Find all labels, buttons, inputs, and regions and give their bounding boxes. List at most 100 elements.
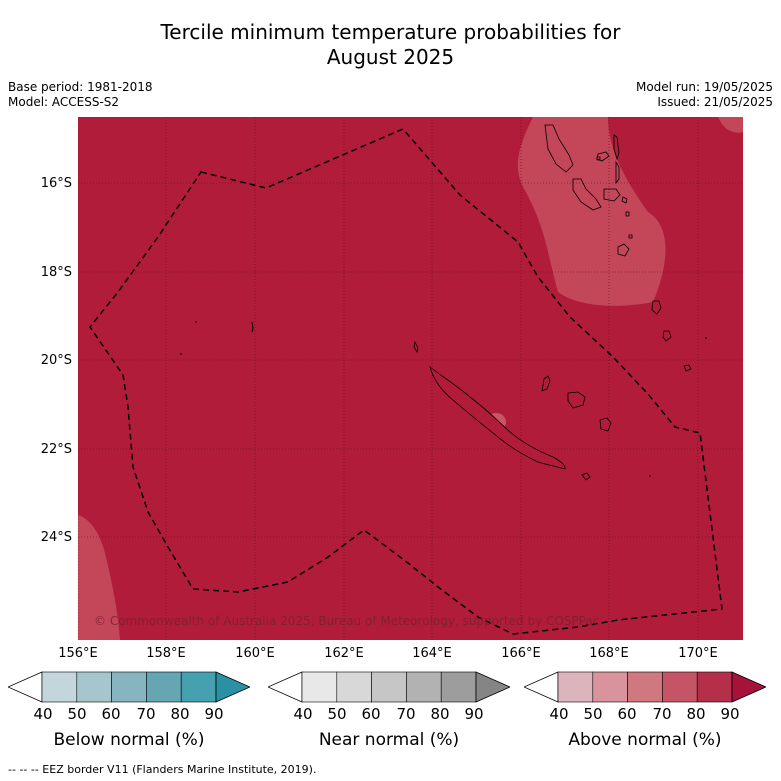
lighter-patch-northeast [517, 117, 666, 306]
cbar0-tick-50: 50 [67, 705, 87, 723]
erromango-island [651, 300, 662, 315]
lon-label-162e: 162°E [324, 646, 364, 661]
colorbar-swatch [301, 671, 338, 703]
lat-label-20s: 20°S [40, 353, 72, 368]
new-caledonia-island [429, 365, 566, 470]
isle-of-pines [581, 472, 591, 481]
cbar-title-below-normal: Below normal (%) [53, 730, 205, 750]
mare-island [599, 417, 612, 432]
lat-label-24s: 24°S [40, 530, 72, 545]
cbar0-tick-70: 70 [136, 705, 156, 723]
graticule [78, 117, 743, 640]
eez-border [89, 128, 723, 635]
cbar0-tick-90: 90 [204, 705, 224, 723]
cbar1-tick-50: 50 [327, 705, 347, 723]
colorbar-swatch [440, 671, 477, 703]
reef-dot [180, 353, 182, 355]
lon-label-168e: 168°E [589, 646, 629, 661]
meta-left: Base period: 1981-2018 Model: ACCESS-S2 [8, 80, 153, 110]
colorbar-swatch [627, 671, 663, 703]
colorbar-swatch [146, 671, 182, 703]
cbar0-tick-40: 40 [33, 705, 53, 723]
title-line-2: August 2025 [326, 45, 455, 69]
epi-island [603, 188, 621, 202]
colorbar-swatch [662, 671, 698, 703]
colorbar-swatch [696, 671, 733, 703]
colorbar-swatch [180, 671, 217, 703]
efate-island [617, 243, 630, 257]
base-period: Base period: 1981-2018 [8, 80, 153, 94]
issued-date: Issued: 21/05/2025 [657, 95, 773, 109]
lon-label-158e: 158°E [146, 646, 186, 661]
model-run: Model run: 19/05/2025 [635, 80, 773, 94]
colorbar-max-extension [475, 671, 510, 703]
cbar2-tick-70: 70 [652, 705, 672, 723]
colorbar-swatch [41, 671, 78, 703]
pentecost-island [615, 160, 620, 185]
cbar1-tick-40: 40 [293, 705, 313, 723]
colorbar-above-normal [524, 670, 766, 704]
banks-islands [596, 156, 633, 239]
cbar0-tick-60: 60 [101, 705, 121, 723]
cbar2-tick-40: 40 [549, 705, 569, 723]
cbar1-tick-90: 90 [464, 705, 484, 723]
reef-dot [649, 475, 651, 477]
colorbar-below-normal [8, 670, 250, 704]
title-line-1: Tercile minimum temperature probabilitie… [160, 20, 621, 44]
lat-label-22s: 22°S [40, 442, 72, 457]
lon-label-166e: 166°E [501, 646, 541, 661]
chesterfield-reefs [251, 321, 254, 333]
colorbar-swatch [371, 671, 407, 703]
colorbar-near-normal [268, 670, 510, 704]
colorbar-min-extension [8, 671, 43, 703]
cbar2-tick-50: 50 [583, 705, 603, 723]
colorbar-swatch [111, 671, 147, 703]
colorbar-swatch [76, 671, 112, 703]
reef-dot [195, 321, 197, 323]
cbar1-tick-80: 80 [430, 705, 450, 723]
cbar2-tick-90: 90 [720, 705, 740, 723]
cbar-title-above-normal: Above normal (%) [568, 730, 722, 750]
model-name: Model: ACCESS-S2 [8, 95, 120, 109]
colorbar-max-extension [731, 671, 766, 703]
cbar1-tick-70: 70 [396, 705, 416, 723]
reef-dot [705, 337, 707, 339]
colorbar-max-extension [215, 671, 250, 703]
lon-label-156e: 156°E [58, 646, 98, 661]
map-panel: © Commonwealth of Australia 2025, Bureau… [78, 117, 743, 640]
tanna-island [662, 330, 672, 342]
map-title: Tercile minimum temperature probabilitie… [0, 20, 781, 70]
colorbar-above-normal-swatches [524, 671, 766, 703]
ouvea-island [541, 375, 551, 392]
colorbar-min-extension [524, 671, 559, 703]
cbar-title-near-normal: Near normal (%) [318, 730, 460, 750]
colorbar-min-extension [268, 671, 303, 703]
cbar2-tick-80: 80 [686, 705, 706, 723]
colorbar-swatch [406, 671, 442, 703]
lifou-island [567, 391, 586, 409]
aneityum-island [683, 364, 692, 372]
lat-label-18s: 18°S [40, 265, 72, 280]
lighter-patch-southwest [78, 515, 120, 640]
belep-islands [413, 340, 419, 354]
eez-footnote: -- -- -- EEZ border V11 (Flanders Marine… [8, 763, 317, 776]
lat-label-16s: 16°S [40, 176, 72, 191]
colorbar-swatch [592, 671, 628, 703]
lon-label-160e: 160°E [235, 646, 275, 661]
maewo-island [613, 134, 620, 161]
malakula-island [572, 178, 602, 211]
colorbar-near-normal-swatches [268, 671, 510, 703]
lighter-patch-corner [718, 117, 743, 133]
cbar2-tick-60: 60 [617, 705, 637, 723]
espiritu-santo-island [544, 124, 574, 173]
colorbar-below-normal-swatches [8, 671, 250, 703]
lon-label-170e: 170°E [678, 646, 718, 661]
lon-label-164e: 164°E [412, 646, 452, 661]
copyright-notice: © Commonwealth of Australia 2025, Bureau… [94, 614, 600, 628]
cbar0-tick-80: 80 [170, 705, 190, 723]
colorbar-swatch [557, 671, 594, 703]
colorbar-swatch [336, 671, 372, 703]
cbar1-tick-60: 60 [361, 705, 381, 723]
map-canvas [78, 117, 743, 640]
meta-right: Model run: 19/05/2025 Issued: 21/05/2025 [636, 80, 773, 110]
